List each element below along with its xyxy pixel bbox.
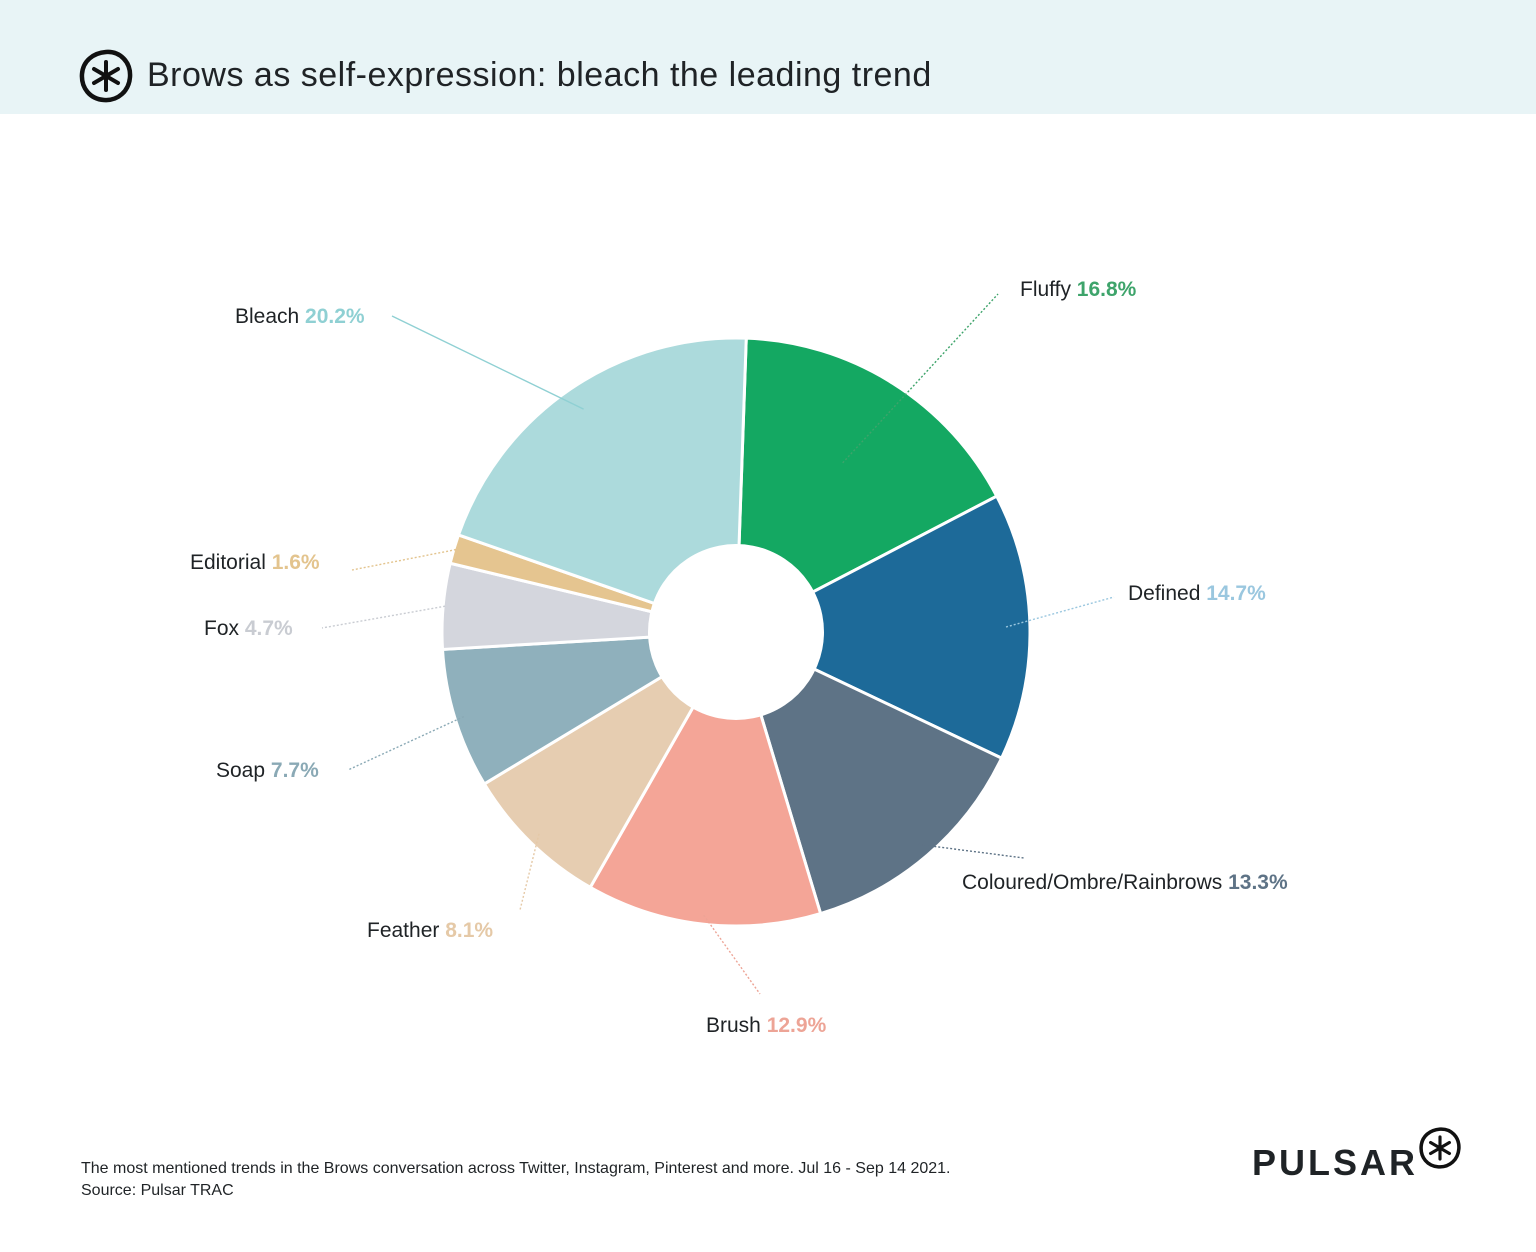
slice-label-value: 7.7% [271,759,319,782]
slice-label-value: 8.1% [445,919,493,942]
pulsar-asterisk-icon [79,49,133,103]
slice-label-value: 20.2% [305,305,365,328]
slice-label-name: Fox [204,617,245,640]
footer-source: Source: Pulsar TRAC [81,1182,234,1199]
slice-coloured-ombre-rainbrows [733,629,1004,916]
slice-label: Coloured/Ombre/Rainbrows 13.3% [962,871,1288,894]
slice-label-value: 12.9% [767,1014,827,1037]
slice-label-name: Bleach [235,305,305,328]
leader-line [519,833,540,911]
page-title: Brows as self-expression: bleach the lea… [147,56,932,94]
slice-label: Brush 12.9% [706,1014,827,1037]
footer-note: The most mentioned trends in the Brows c… [81,1158,950,1202]
header-banner: Brows as self-expression: bleach the lea… [0,0,1536,114]
slice-label: Fluffy 16.8% [1020,278,1137,301]
slice-feather [482,627,741,890]
slice-label: Soap 7.7% [216,759,319,782]
slice-label-name: Fluffy [1020,278,1077,301]
donut-chart: Fluffy 16.8% Defined 14.7% Coloured/Ombre/… [190,278,1288,1037]
leader-line [347,715,465,771]
slice-label-value: 1.6% [272,551,320,574]
leader-line [703,914,761,995]
slice-label-name: Defined [1128,582,1206,605]
slice-label: Feather 8.1% [367,919,493,942]
slice-label: Fox 4.7% [204,617,293,640]
slice-label-name: Soap [216,759,271,782]
slice-bleach [456,336,748,635]
slice-label-value: 14.7% [1206,582,1266,605]
slice-label-name: Brush [706,1014,767,1037]
leader-line [391,315,584,410]
slice-label-name: Editorial [190,551,272,574]
pulsar-asterisk-icon [1419,1127,1461,1169]
slice-label: Bleach 20.2% [235,305,365,328]
slice-brush [588,628,823,928]
leader-line [1005,596,1115,628]
brand-logo-text: PULSAR [1252,1142,1419,1183]
leader-line [918,843,1025,859]
slice-label-name: Feather [367,919,445,942]
leader-line [321,605,446,629]
slice-label-value: 16.8% [1077,278,1137,301]
donut-hole [648,544,824,720]
footer-description: The most mentioned trends in the Brows c… [81,1160,951,1177]
slice-label-value: 13.3% [1228,871,1288,894]
slice-fluffy [734,336,999,635]
leader-line [351,548,457,571]
slice-label: Editorial 1.6% [190,551,320,574]
slice-defined [732,494,1032,761]
slice-label-name: Coloured/Ombre/Rainbrows [962,871,1228,894]
slice-label-value: 4.7% [245,617,293,640]
slice-label: Defined 14.7% [1128,582,1266,605]
